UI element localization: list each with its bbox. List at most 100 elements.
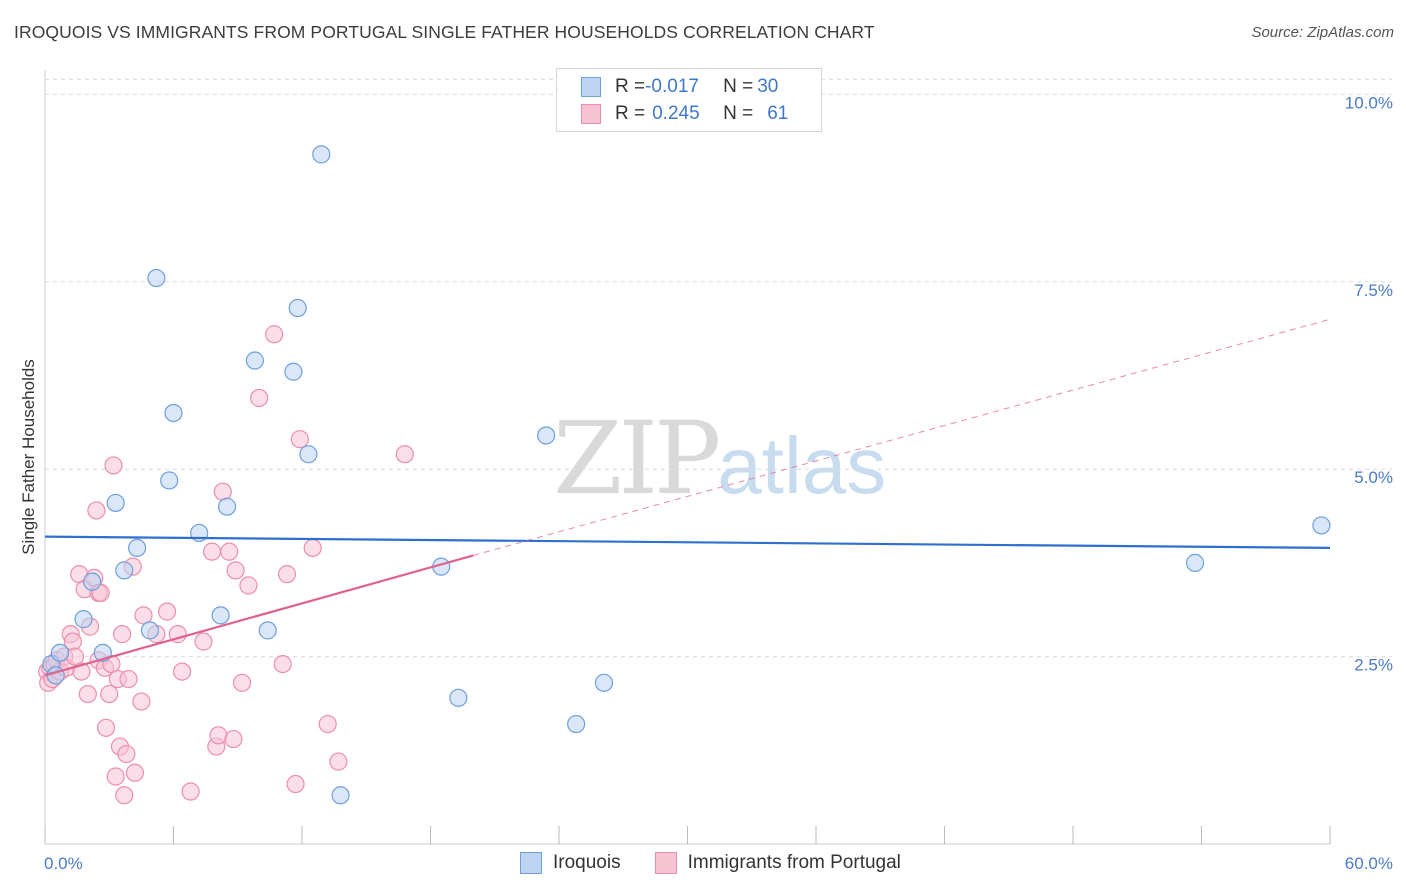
iroquois-point: [140, 621, 160, 640]
portugal-point: [277, 565, 297, 584]
portugal-point: [132, 692, 151, 711]
portugal-point: [112, 625, 132, 644]
portugal-point: [78, 684, 97, 704]
correlation-legend: R = -0.017 N = 30 R = 0.245 N = 61: [556, 68, 822, 132]
portugal-point: [395, 445, 414, 464]
iroquois-point: [74, 610, 93, 629]
portugal-point: [125, 763, 145, 782]
portugal-point: [106, 767, 125, 786]
portugal-point: [290, 430, 309, 449]
portugal-point: [232, 673, 252, 692]
portugal-point: [226, 561, 245, 580]
legend-swatch-iroquois: [581, 77, 601, 97]
iroquois-point: [288, 298, 307, 318]
portugal-point: [194, 632, 213, 651]
series-swatch-iroquois: [520, 852, 542, 874]
y-tick-label: 7.5%: [1354, 281, 1393, 300]
portugal-point: [209, 726, 228, 745]
portugal-point: [250, 388, 269, 408]
watermark: ZIPatlas: [553, 400, 886, 517]
legend-n-label: N =: [723, 76, 754, 97]
iroquois-point: [258, 621, 277, 640]
portugal-point: [303, 538, 322, 558]
portugal-point: [239, 576, 258, 595]
portugal-point: [286, 774, 305, 794]
series-legend-item-portugal: Immigrants from Portugal: [654, 852, 901, 874]
iroquois-point: [211, 606, 230, 625]
legend-n-label: N =: [723, 103, 754, 124]
portugal-point: [87, 501, 106, 520]
legend-n-value: 61: [767, 103, 789, 124]
iroquois-point: [245, 351, 264, 370]
x-tick-label-max: 60.0%: [1345, 854, 1393, 873]
iroquois-point: [299, 445, 318, 464]
legend-row-portugal: R = 0.245 N = 61: [581, 102, 788, 126]
y-tick-label: 2.5%: [1354, 656, 1393, 675]
portugal-point: [104, 456, 123, 475]
legend-n-value: 30: [757, 76, 779, 97]
series-legend: Iroquois Immigrants from Portugal: [520, 852, 935, 874]
portugal-point: [220, 542, 239, 561]
portugal-point: [265, 325, 284, 344]
legend-r-label: R =: [615, 76, 646, 97]
iroquois-point: [331, 786, 350, 805]
portugal-point: [157, 602, 177, 621]
y-axis-title: Single Father Households: [19, 359, 38, 555]
portugal-point: [172, 662, 192, 681]
watermark-zip: ZIP: [553, 400, 721, 517]
chart-title: IROQUOIS VS IMMIGRANTS FROM PORTUGAL SIN…: [14, 22, 875, 42]
series-label-portugal: Immigrants from Portugal: [687, 852, 901, 873]
portugal-point: [318, 714, 337, 734]
trend-line-dashed-extension: [473, 318, 1331, 556]
iroquois-point: [106, 493, 125, 513]
y-tick-label: 5.0%: [1354, 468, 1393, 487]
iroquois-point: [449, 688, 468, 707]
source-label: Source: ZipAtlas.com: [1251, 24, 1394, 41]
legend-r-label: R =: [615, 103, 646, 124]
watermark-atlas: atlas: [717, 421, 887, 510]
portugal-point: [181, 782, 200, 801]
portugal-point: [119, 669, 138, 689]
legend-swatch-portugal: [581, 104, 601, 124]
iroquois-point: [1312, 516, 1331, 535]
portugal-point: [213, 482, 232, 501]
iroquois-point: [147, 268, 166, 288]
portugal-point: [329, 752, 348, 771]
portugal-point: [117, 744, 136, 764]
iroquois-point: [217, 497, 237, 516]
iroquois-point: [164, 403, 183, 423]
iroquois-point: [160, 471, 179, 490]
iroquois-point: [312, 145, 331, 164]
iroquois-point: [284, 362, 303, 381]
legend-r-value: -0.017: [645, 76, 699, 97]
trend-lines: [44, 318, 1331, 677]
portugal-point: [134, 606, 153, 625]
x-tick-label-min: 0.0%: [44, 854, 83, 873]
portugal-point: [115, 786, 134, 805]
portugal-point: [100, 684, 119, 704]
iroquois-point: [46, 666, 65, 685]
iroquois-point: [50, 643, 70, 662]
iroquois-point: [115, 561, 134, 580]
portugal-point: [96, 718, 116, 737]
portugal-point: [224, 729, 243, 749]
portugal-point: [273, 654, 292, 674]
series-legend-item-iroquois: Iroquois: [520, 852, 621, 874]
series-swatch-portugal: [654, 852, 677, 874]
y-axis-tick-labels: 2.5% 5.0% 7.5% 10.0%: [1345, 93, 1393, 674]
legend-row-iroquois: R = -0.017 N = 30: [581, 75, 778, 99]
legend-r-value: 0.245: [652, 103, 700, 124]
iroquois-point: [127, 538, 147, 558]
iroquois-point: [594, 673, 614, 692]
series-label-iroquois: Iroquois: [553, 852, 621, 873]
iroquois-point: [83, 572, 102, 591]
data-points: [38, 145, 1331, 805]
iroquois-point: [537, 426, 556, 445]
y-tick-label: 10.0%: [1345, 93, 1393, 112]
portugal-point: [202, 542, 222, 561]
x-axis-ticks: [44, 826, 1331, 844]
trend-line-iroquois: [44, 535, 1331, 550]
iroquois-point: [567, 714, 586, 734]
iroquois-point: [1185, 553, 1205, 572]
